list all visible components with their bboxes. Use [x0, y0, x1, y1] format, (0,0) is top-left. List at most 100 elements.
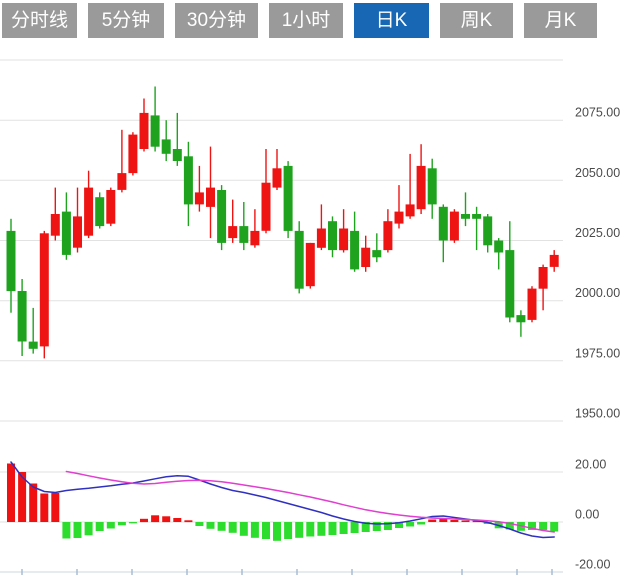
candle-body [206, 187, 215, 207]
x-axis [0, 569, 563, 575]
candle [117, 129, 127, 193]
candle-body [516, 315, 526, 323]
candle [328, 216, 337, 258]
candle-body [505, 250, 515, 318]
candle [128, 132, 138, 176]
candle-body [350, 230, 360, 270]
hist-bar [372, 522, 381, 531]
candle-body [194, 192, 204, 205]
hist-bar [151, 515, 160, 523]
tab-30min[interactable]: 30分钟 [175, 3, 258, 38]
candle [339, 209, 349, 253]
candle-body [372, 250, 382, 258]
candle [95, 192, 105, 229]
tab-daily-k[interactable]: 日K [354, 3, 429, 38]
price-label: 2000.00 [575, 286, 620, 300]
candle-body [183, 156, 193, 205]
tab-monthly-k[interactable]: 月K [524, 3, 597, 38]
candle-body [28, 341, 38, 349]
candle [461, 192, 470, 227]
candle-body [294, 230, 304, 289]
hist-bar [40, 493, 49, 522]
candle [28, 307, 38, 354]
candle-body [139, 112, 149, 149]
hist-bar [406, 522, 415, 527]
hist-bar [18, 472, 27, 522]
hist-bar [140, 518, 148, 523]
tab-weekly-k[interactable]: 周K [440, 3, 513, 38]
hist-bar [184, 520, 193, 523]
hist-bar [361, 522, 370, 532]
hist-bar [273, 522, 281, 541]
candle [494, 238, 504, 270]
candle [6, 218, 16, 313]
candle-body [328, 221, 337, 251]
candle [438, 204, 448, 263]
hist-bar [239, 522, 248, 536]
candle-body [283, 165, 293, 231]
candle-body [383, 221, 393, 251]
candle-body [106, 190, 116, 224]
tab-1hour[interactable]: 1小时 [269, 3, 343, 38]
hist-bar [106, 522, 115, 529]
price-axis-labels: 2075.00 2050.00 2025.00 2000.00 1975.00 1950.… [575, 106, 620, 421]
hist-bar [317, 522, 326, 536]
candle [427, 158, 437, 219]
candle [516, 310, 526, 337]
hist-bar [173, 518, 182, 522]
candle [294, 221, 304, 294]
hist-bar [339, 522, 348, 534]
candle-body [427, 168, 437, 205]
candle-body [538, 267, 548, 289]
hist-bar [195, 522, 204, 526]
candle [472, 206, 482, 251]
hist-bar [417, 522, 426, 525]
tab-5min[interactable]: 5分钟 [88, 3, 164, 38]
candle-body [50, 214, 60, 236]
price-label: 1950.00 [575, 407, 620, 421]
candle [84, 170, 94, 239]
candle [50, 187, 60, 241]
hist-bar [206, 522, 215, 529]
candle-body [472, 214, 482, 219]
dea-line [65, 470, 555, 533]
hist-bar [117, 522, 126, 526]
candle-body [438, 206, 448, 241]
candle [483, 214, 493, 253]
candle [239, 202, 249, 251]
hist-bar [217, 522, 226, 531]
candle [139, 98, 149, 152]
candle [405, 153, 415, 219]
candle [73, 187, 82, 253]
candle-body [250, 230, 260, 246]
candle-body [95, 197, 105, 227]
candle [394, 185, 404, 229]
macd-label: 0.00 [575, 508, 599, 522]
candle [17, 279, 27, 356]
candle-body [483, 216, 493, 246]
hist-bar [295, 522, 304, 538]
candle [383, 209, 393, 253]
candle [372, 233, 382, 263]
candle-body [73, 216, 82, 248]
candle-body [316, 228, 326, 248]
candle [228, 199, 238, 243]
hist-bar [284, 522, 293, 539]
candle [505, 221, 515, 323]
tab-timeline[interactable]: 分时线 [2, 3, 77, 38]
hist-bar [328, 522, 337, 535]
candle-body [150, 115, 160, 147]
hist-bar [7, 463, 15, 522]
hist-bar [62, 522, 71, 539]
candle [106, 187, 116, 227]
candle-body [405, 204, 415, 217]
hist-bar [550, 522, 559, 532]
hist-bar [128, 522, 137, 524]
candle [350, 211, 360, 272]
hist-bar [383, 522, 392, 530]
candle [283, 161, 293, 239]
hist-bar [250, 522, 259, 538]
hist-bar [350, 522, 359, 533]
candle-body [217, 190, 227, 243]
